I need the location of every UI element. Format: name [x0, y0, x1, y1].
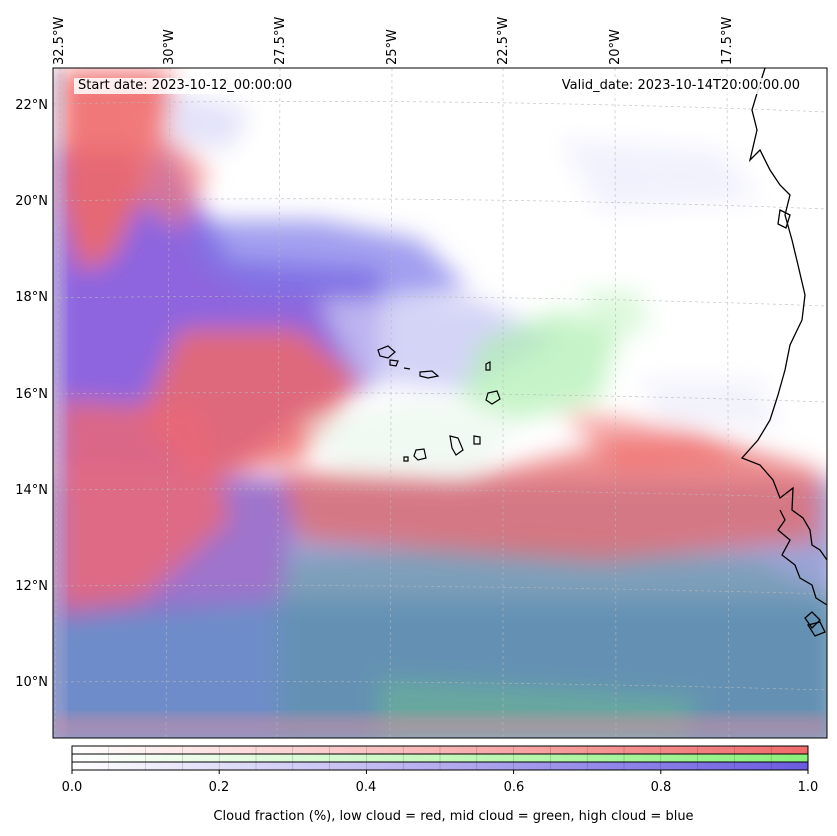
- lat-label-18n: 18°N: [15, 290, 48, 305]
- colorbar-tick: 0.0: [61, 780, 83, 795]
- colorbar-tick: 0.2: [208, 780, 230, 795]
- lat-label-16n: 16°N: [15, 387, 48, 402]
- lon-label-25w: 25°W: [385, 29, 400, 65]
- lon-label-17-5w: 17.5°W: [720, 16, 735, 65]
- start-date-label: Start date: 2023-10-12_00:00:00: [74, 78, 297, 94]
- lon-label-32-5w: 32.5°W: [52, 16, 67, 65]
- colorbar-tick: 1.0: [797, 780, 819, 795]
- colorbar-tick: 0.4: [355, 780, 377, 795]
- graticule: [53, 68, 827, 738]
- cloud-field: [53, 70, 827, 738]
- valid-date-label: Valid_date: 2023-10-14T20:00:00.00: [557, 78, 804, 94]
- coastline: [740, 68, 827, 637]
- colorbar: [71, 745, 809, 774]
- islands: [377, 345, 501, 462]
- lat-label-14n: 14°N: [15, 483, 48, 498]
- map-panel: [53, 68, 827, 738]
- colorbar-label: Cloud fraction (%), low cloud = red, mid…: [213, 809, 694, 824]
- lon-label-27-5w: 27.5°W: [273, 16, 288, 65]
- colorbar-tick: 0.6: [503, 780, 525, 795]
- lat-label-20n: 20°N: [15, 194, 48, 209]
- lon-label-22-5w: 22.5°W: [496, 16, 511, 65]
- map-frame: [52, 67, 828, 739]
- lat-label-12n: 12°N: [15, 579, 48, 594]
- lat-label-10n: 10°N: [15, 675, 48, 690]
- lat-label-22n: 22°N: [15, 98, 48, 113]
- colorbar-tick: 0.8: [650, 780, 672, 795]
- lon-label-20w: 20°W: [608, 29, 623, 65]
- lon-label-30w: 30°W: [162, 29, 177, 65]
- colorbar-ticks: 0.0 0.2 0.4 0.6 0.8 1.0: [0, 780, 837, 796]
